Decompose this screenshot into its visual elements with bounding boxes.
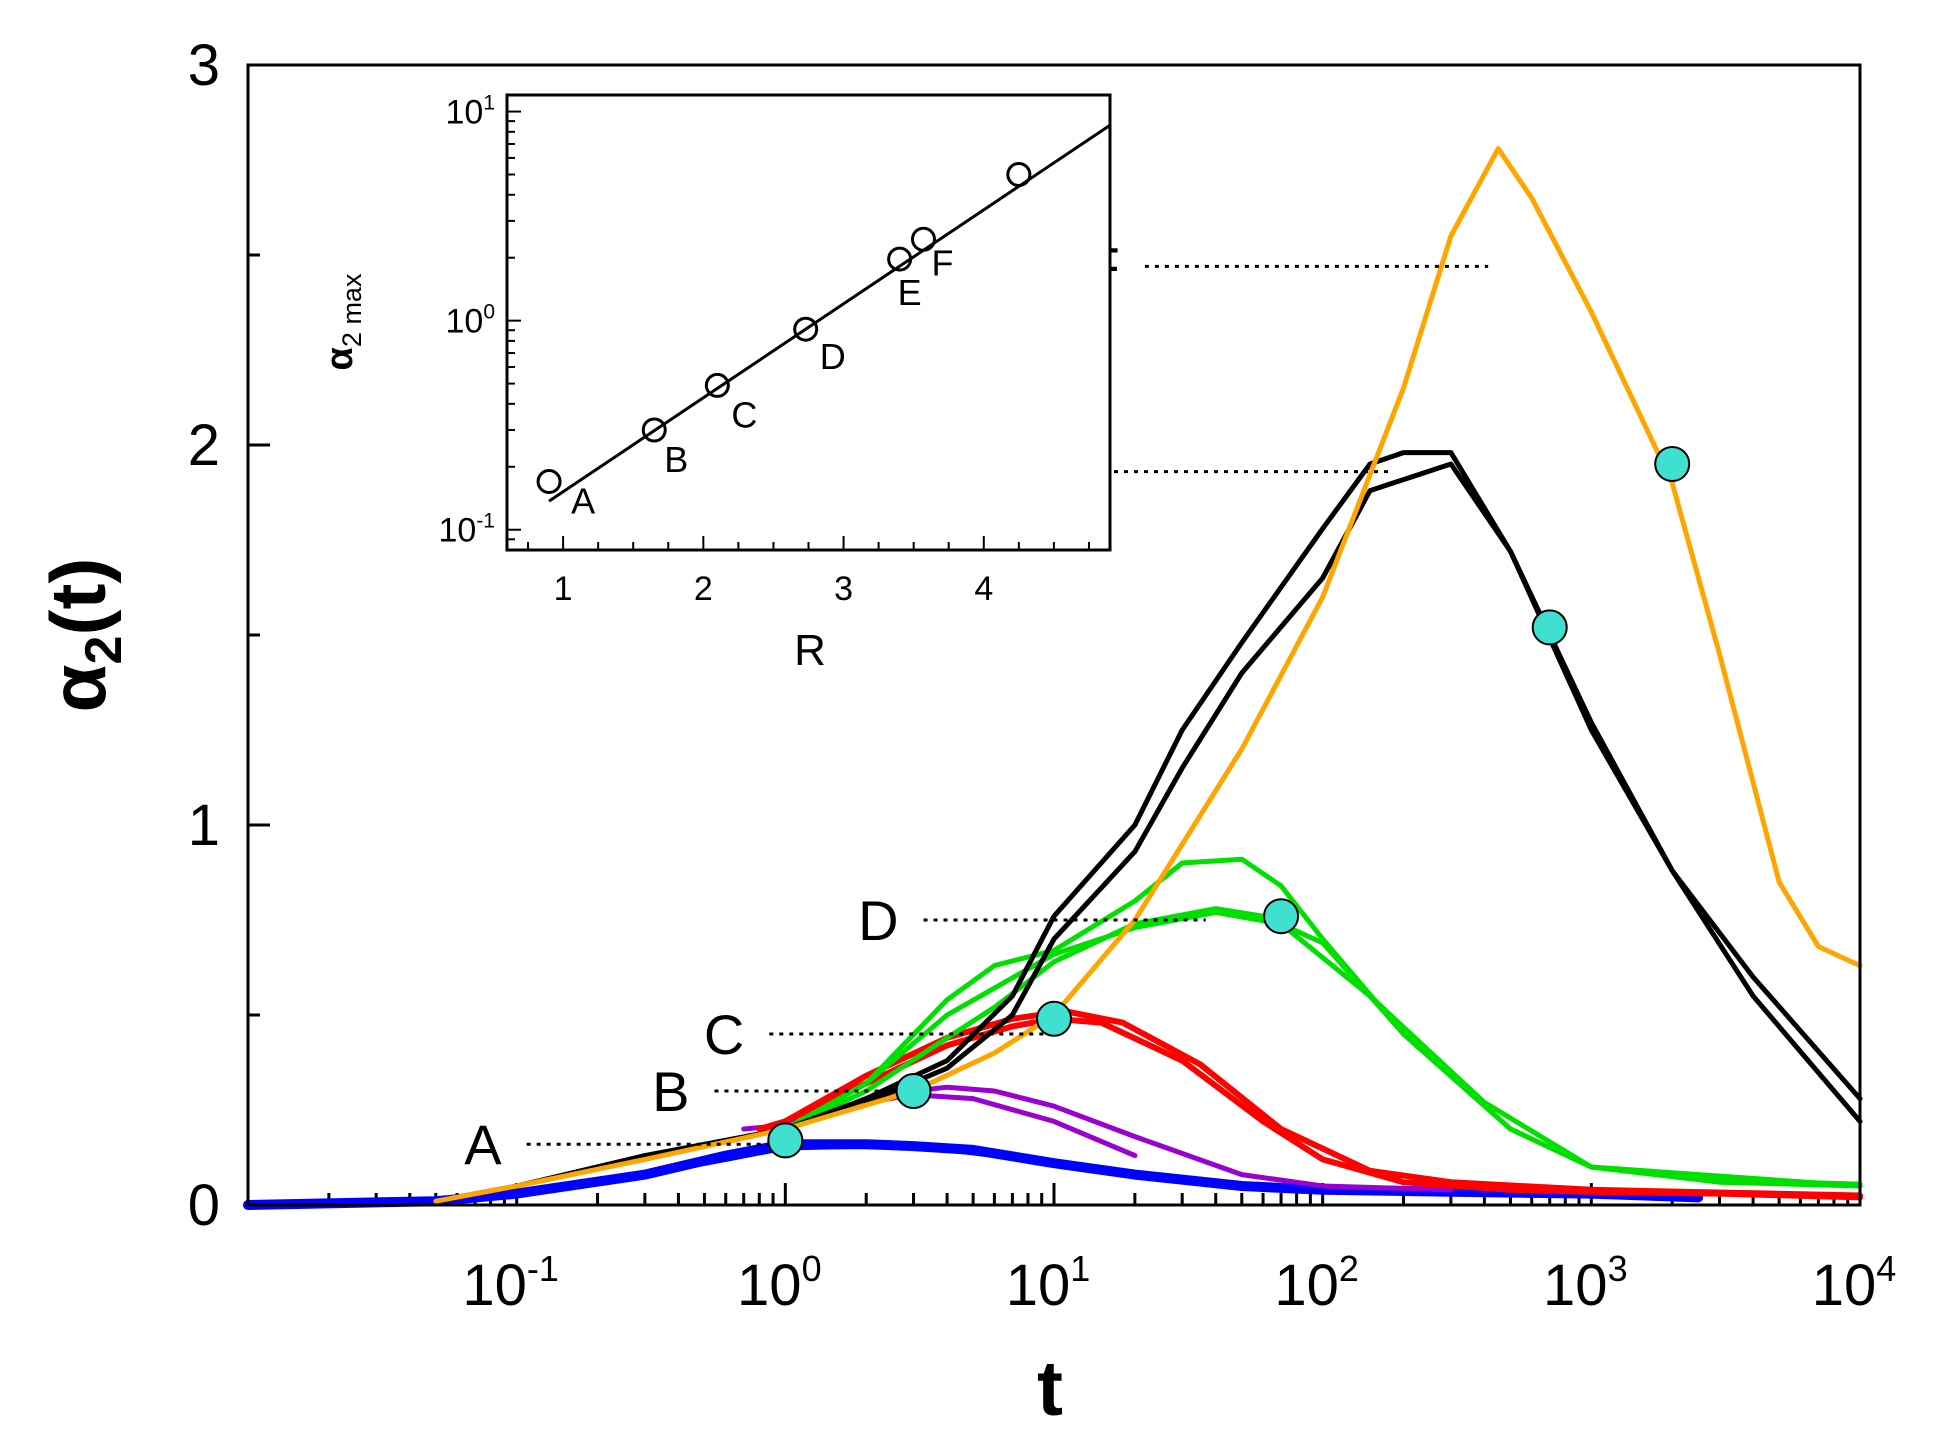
inset-point-B: [641, 417, 667, 443]
inset-point-extra: [1006, 161, 1032, 187]
main-y-label-sub: 2: [75, 636, 133, 665]
inset-point-label-E: E: [898, 272, 922, 313]
inset-y-tick-label: 10-1: [438, 510, 495, 550]
inset-x-tick-label: 4: [974, 570, 993, 608]
inset-x-tick-label: 2: [694, 570, 713, 608]
main-y-tick-label: 0: [188, 1173, 220, 1238]
inset-point-A: [536, 469, 562, 495]
inset-y-tick-label: 100: [445, 301, 495, 341]
inset-y-axis-label: α2 max: [319, 273, 367, 370]
marker-F: [1654, 446, 1691, 482]
svg-text:α2(t): α2(t): [34, 558, 133, 713]
annotation-label-B: B: [652, 1060, 689, 1123]
main-y-tick-label: 3: [188, 33, 220, 98]
svg-text:α2 max: α2 max: [319, 273, 367, 370]
main-y-label-tail: (t): [34, 558, 122, 636]
inset-point-D: [793, 316, 819, 342]
main-markers: [767, 446, 1691, 1159]
main-y-label-alpha: α: [34, 664, 122, 712]
marker-C: [1036, 1000, 1072, 1037]
inset-x-axis-label: R: [794, 626, 826, 675]
marker-A: [767, 1122, 804, 1159]
annotation-label-D: D: [858, 889, 898, 952]
inset-x-tick-label: 1: [554, 570, 573, 608]
main-y-axis-label: α2(t): [34, 558, 133, 713]
inset-y-label-sub: 2 max: [337, 273, 367, 347]
main-x-tick-label: 104: [1812, 1248, 1897, 1318]
inset-y-tick-label: 101: [445, 92, 495, 132]
inset-points: A B C D EF: [536, 161, 1032, 522]
inset-point-C: [704, 372, 730, 398]
series-line-F: [433, 146, 1863, 1204]
annotation-label-C: C: [704, 1003, 744, 1066]
annotation-label-A: A: [464, 1113, 502, 1176]
inset-x-tick-label: 3: [834, 570, 853, 608]
marker-B: [895, 1073, 932, 1109]
inset-point-label-C: C: [731, 394, 757, 435]
main-y-tick-label: 2: [188, 413, 220, 478]
inset-point-label-A: A: [571, 481, 595, 522]
main-x-tick-label: 102: [1274, 1248, 1359, 1318]
inset-point-label-B: B: [664, 439, 688, 480]
inset-point-F: [910, 226, 936, 252]
main-plot-frame: [246, 63, 1862, 1207]
inset-fit-line-group: [548, 124, 1111, 503]
main-axes: 0 1 2 3 10-1 100 101 102 103 104: [188, 33, 1897, 1318]
main-y-tick-label: 1: [188, 793, 220, 858]
inset-point-E: [887, 246, 913, 272]
inset-plot-frame: [505, 93, 1112, 552]
marker-E: [1531, 609, 1568, 646]
main-series-group: [243, 146, 1863, 1210]
marker-D: [1263, 898, 1300, 935]
series-line-D-3: [863, 909, 1863, 1189]
main-x-axis-label: t: [1037, 1344, 1063, 1432]
main-x-tick-label: 103: [1543, 1248, 1628, 1318]
inset-y-label-alpha: α: [319, 347, 361, 370]
inset-point-label-D: D: [820, 336, 846, 377]
inset-point-label-F: F: [931, 242, 953, 283]
series-line-E-2: [863, 461, 1863, 1105]
main-x-tick-label: 10-1: [462, 1248, 559, 1318]
main-x-tick-label: 101: [1006, 1248, 1091, 1318]
main-x-tick-label: 100: [737, 1248, 822, 1318]
inset-fit-line: [548, 124, 1111, 503]
inset-chart: 1 2 3 4 10-1 100 101 A B C D EF R α2 max: [319, 92, 1112, 675]
